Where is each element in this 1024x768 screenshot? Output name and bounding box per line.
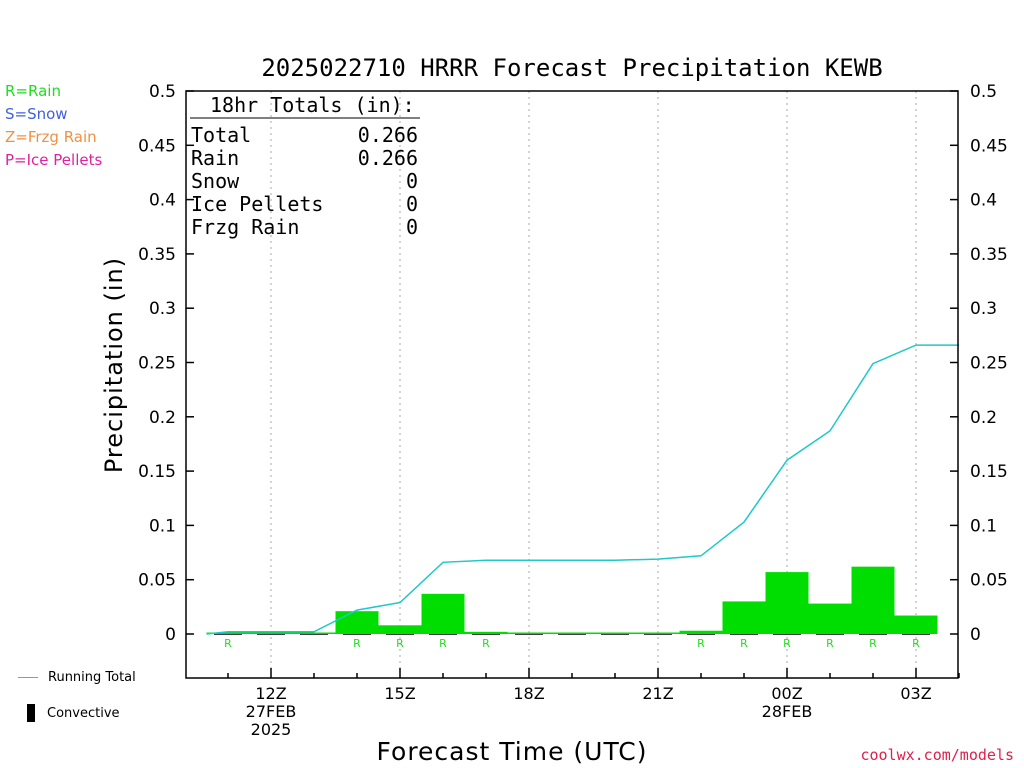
ptype-marker: R [826,637,834,650]
y-tick-label-right: 0 [970,625,981,645]
y-tick-label-right: 0.05 [970,571,1008,591]
running-total-legend: Running Total [18,670,136,685]
precip-bar-17 [464,631,508,634]
vertical-gridlines [270,91,917,678]
precip-bar-20 [593,632,637,634]
x-tick-label: 2025 [251,720,292,739]
ptype-marker: R [353,637,361,650]
x-tick-label: 18Z [513,684,544,703]
precip-bar-23 [722,601,766,634]
totals-label: Ice Pellets [191,192,323,216]
credit-text: coolwx.com/models [860,746,1014,764]
x-tick-label: 15Z [384,684,415,703]
precip-bar-2 [851,566,895,634]
y-tick-label-right: 0.15 [970,462,1008,482]
ptype-marker: R [783,637,791,650]
convective-legend-label: Convective [47,705,120,721]
y-tick-label-left: 0.35 [138,245,176,265]
ptype-marker: R [740,637,748,650]
x-tick-label: 12Z [255,684,286,703]
convective-legend: Convective [18,704,120,722]
totals-label: Total [191,123,251,147]
precip-bar-16 [421,593,465,634]
y-tick-label-right: 0.25 [970,354,1008,374]
precip-bar-22 [679,630,723,634]
ice-pellets-legend: P=Ice Pellets [5,151,103,169]
precip-bar-15 [378,625,422,634]
x-axis-label: Forecast Time (UTC) [377,737,648,766]
y-tick-label-left: 0.2 [149,408,176,428]
precip-bar-13 [292,632,336,634]
hourly-precip-bars [206,566,938,635]
precip-bar-12 [249,632,293,634]
totals-box: 18hr Totals (in): Total 0.266 Rain 0.266 Sno… [190,93,420,239]
totals-value: 0 [406,169,418,193]
precip-bar-11 [206,632,250,634]
precip-bar-0 [765,572,809,634]
y-tick-label-left: 0.25 [138,354,176,374]
ptype-marker: R [869,637,877,650]
ptype-marker: R [697,637,705,650]
y-tick-label-left: 0.15 [138,462,176,482]
x-tick-label: 27FEB [246,702,297,721]
totals-label: Snow [191,169,240,193]
rain-legend: R=Rain [5,82,61,100]
chart-title: 2025022710 HRRR Forecast Precipitation K… [261,54,882,82]
x-tick-label: 03Z [900,684,931,703]
y-tick-label-right: 0.4 [970,191,997,211]
running-total-legend-label: Running Total [48,670,136,685]
precip-bar-1 [808,603,852,634]
totals-value: 0 [406,215,418,239]
snow-legend: S=Snow [5,105,68,123]
precip-bar-19 [550,632,594,634]
y-axis-label: Precipitation (in) [100,257,128,473]
y-axes: 0 00.05 0.050.1 0.10.15 0.150.2 0.20.25 0.250.… [138,82,1008,645]
y-tick-label-left: 0 [165,625,176,645]
convective-swatch-icon [27,704,35,722]
y-tick-label-right: 0.1 [970,516,997,536]
precip-bar-21 [636,632,680,634]
y-tick-label-right: 0.3 [970,299,997,319]
precip-bar-18 [507,632,551,634]
y-tick-label-right: 0.5 [970,82,997,102]
y-tick-label-right: 0.2 [970,408,997,428]
ptype-marker: R [912,637,920,650]
y-tick-label-right: 0.45 [970,136,1008,156]
totals-value: 0.266 [358,146,418,170]
ptype-marker: R [396,637,404,650]
y-tick-label-left: 0.5 [149,82,176,102]
precip-bar-14 [335,611,379,634]
frzg-rain-legend: Z=Frzg Rain [5,128,97,146]
totals-header: 18hr Totals (in): [210,93,415,117]
ptype-marker: R [439,637,447,650]
x-tick-label: 28FEB [762,702,813,721]
running-total-swatch-icon [18,677,38,678]
y-tick-label-left: 0.3 [149,299,176,319]
y-tick-label-left: 0.4 [149,191,176,211]
totals-label: Frzg Rain [191,215,299,239]
totals-label: Rain [191,146,239,170]
x-tick-label: 00Z [771,684,802,703]
y-tick-label-left: 0.1 [149,516,176,536]
totals-value: 0.266 [358,123,418,147]
precip-bar-3 [894,615,938,634]
totals-value: 0 [406,192,418,216]
x-tick-label: 21Z [642,684,673,703]
ptype-marker: R [482,637,490,650]
running-total-line [206,344,959,635]
y-tick-label-right: 0.35 [970,245,1008,265]
y-tick-label-left: 0.45 [138,136,176,156]
ptype-marker: R [224,637,232,650]
plot-frame [185,90,959,679]
y-tick-label-left: 0.05 [138,571,176,591]
